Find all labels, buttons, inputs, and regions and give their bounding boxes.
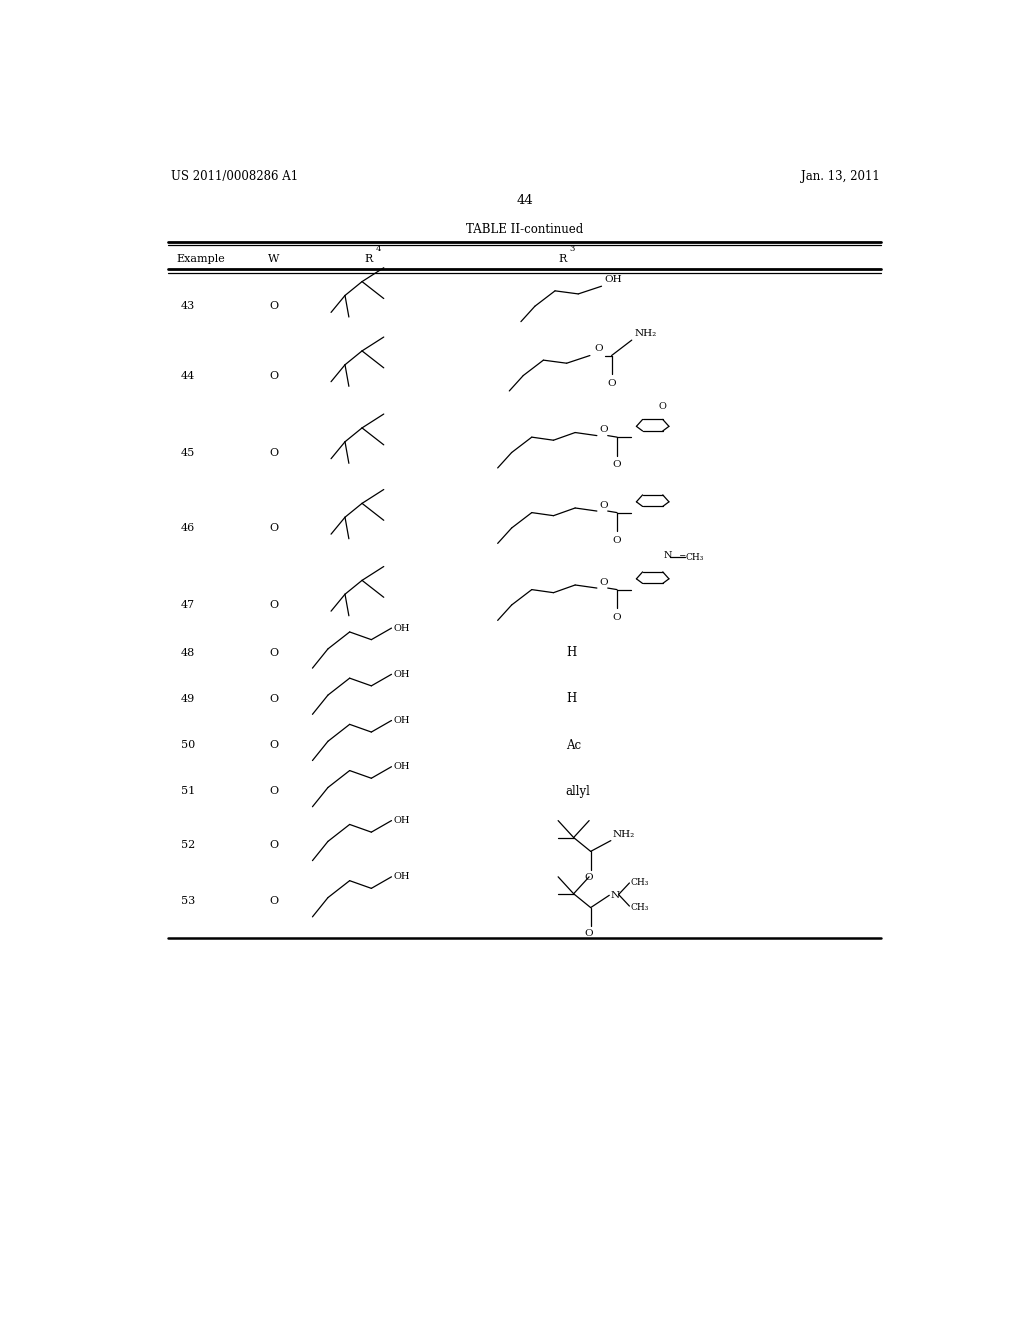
Text: 50: 50	[180, 741, 195, 750]
Text: Ac: Ac	[566, 739, 581, 751]
Text: OH: OH	[394, 715, 411, 725]
Text: R: R	[365, 253, 373, 264]
Text: 49: 49	[180, 694, 195, 704]
Text: O: O	[270, 601, 279, 610]
Text: 44: 44	[180, 371, 195, 380]
Text: O: O	[270, 523, 279, 533]
Text: 43: 43	[180, 301, 195, 312]
Text: O: O	[612, 536, 621, 545]
Text: NH₂: NH₂	[612, 830, 635, 840]
Text: N: N	[664, 552, 672, 561]
Text: R: R	[558, 253, 566, 264]
Text: allyl: allyl	[566, 785, 591, 797]
Text: O: O	[270, 741, 279, 750]
Text: H: H	[566, 647, 577, 659]
Text: O: O	[658, 403, 667, 411]
Text: 51: 51	[180, 787, 195, 796]
Text: W: W	[267, 253, 279, 264]
Text: O: O	[599, 578, 608, 586]
Text: OH: OH	[394, 816, 411, 825]
Text: O: O	[270, 841, 279, 850]
Text: 52: 52	[180, 841, 195, 850]
Text: 48: 48	[180, 648, 195, 657]
Text: Jan. 13, 2011: Jan. 13, 2011	[801, 170, 880, 183]
Text: O: O	[270, 301, 279, 312]
Text: O: O	[270, 896, 279, 907]
Text: O: O	[270, 371, 279, 380]
Text: OH: OH	[604, 275, 623, 284]
Text: −: −	[675, 552, 687, 560]
Text: 47: 47	[180, 601, 195, 610]
Text: CH₃: CH₃	[630, 903, 648, 912]
Text: O: O	[599, 425, 608, 434]
Text: 3: 3	[569, 246, 575, 253]
Text: OH: OH	[394, 669, 411, 678]
Text: N: N	[610, 891, 620, 900]
Text: OH: OH	[394, 762, 411, 771]
Text: O: O	[270, 447, 279, 458]
Text: H: H	[566, 693, 577, 705]
Text: OH: OH	[394, 873, 411, 882]
Text: O: O	[595, 345, 603, 354]
Text: CH₃: CH₃	[685, 553, 703, 562]
Text: NH₂: NH₂	[634, 329, 656, 338]
Text: TABLE II-continued: TABLE II-continued	[466, 223, 584, 236]
Text: O: O	[585, 929, 593, 939]
Text: OH: OH	[394, 623, 411, 632]
Text: O: O	[599, 500, 608, 510]
Text: O: O	[612, 461, 621, 469]
Text: O: O	[585, 873, 593, 882]
Text: CH₃: CH₃	[630, 879, 648, 887]
Text: 44: 44	[516, 194, 534, 207]
Text: US 2011/0008286 A1: US 2011/0008286 A1	[171, 170, 298, 183]
Text: O: O	[607, 379, 615, 388]
Text: 45: 45	[180, 447, 195, 458]
Text: O: O	[270, 648, 279, 657]
Text: O: O	[612, 612, 621, 622]
Text: 53: 53	[180, 896, 195, 907]
Text: 46: 46	[180, 523, 195, 533]
Text: O: O	[270, 787, 279, 796]
Text: 4: 4	[376, 246, 382, 253]
Text: Example: Example	[176, 253, 225, 264]
Text: O: O	[270, 694, 279, 704]
